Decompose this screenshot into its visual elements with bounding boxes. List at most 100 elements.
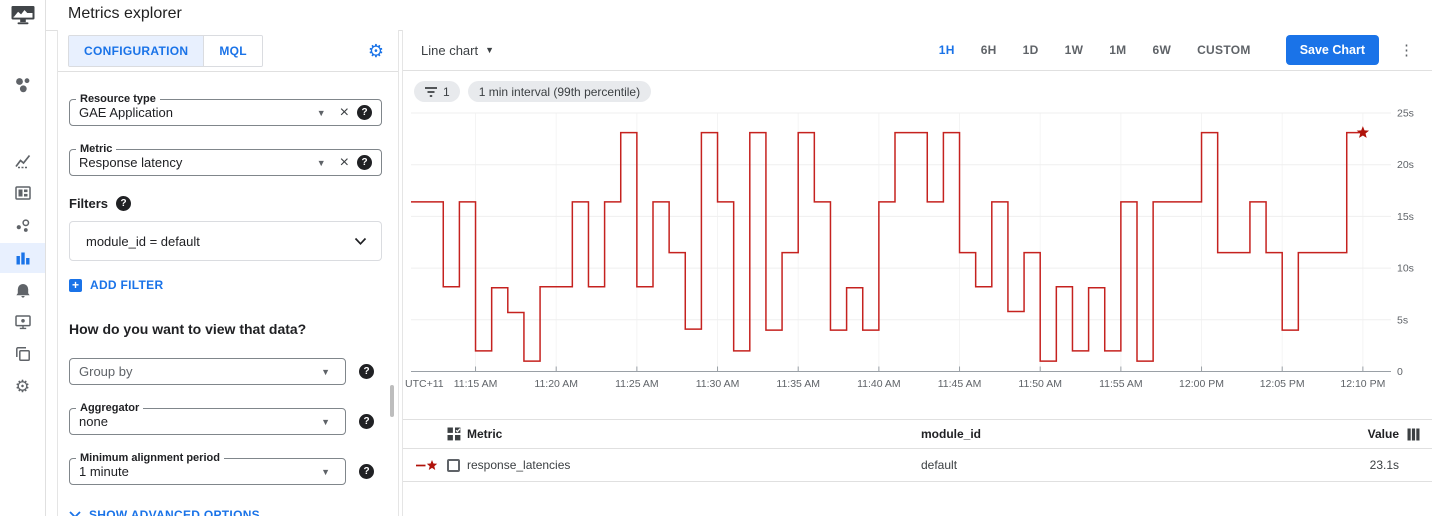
svg-text:11:55 AM: 11:55 AM [1099,378,1143,390]
dropdown-arrow-icon: ▼ [485,45,495,55]
nav-item-services[interactable] [0,339,45,369]
group-by-field[interactable]: Group by ▼ [69,358,346,385]
time-range-1w[interactable]: 1W [1052,37,1097,63]
chart-type-dropdown[interactable]: Line chart ▼ [421,43,494,58]
svg-text:11:25 AM: 11:25 AM [615,378,659,390]
series-table-row[interactable]: response_latencies default 23.1s [403,449,1432,482]
min-alignment-help-icon[interactable]: ? [359,464,374,479]
filter-count: 1 [443,84,450,99]
metric-field[interactable]: Metric Response latency ▼ × ? [69,143,382,176]
svg-text:10s: 10s [1397,263,1414,275]
add-filter-label: ADD FILTER [90,278,164,292]
save-chart-button[interactable]: Save Chart [1285,35,1379,65]
dropdown-arrow-icon[interactable]: ▼ [321,416,330,427]
interval-chip[interactable]: 1 min interval (99th percentile) [467,81,652,102]
filter-expression: module_id = default [86,233,200,249]
config-panel-header: CONFIGURATION MQL ⚙︎ [58,30,398,72]
dropdown-arrow-icon[interactable]: ▼ [316,107,326,118]
clear-resource-icon[interactable]: × [339,103,349,121]
show-advanced-options-button[interactable]: SHOW ADVANCED OPTIONS [69,508,398,516]
svg-text:11:30 AM: 11:30 AM [696,378,740,390]
dots-cluster-icon [16,78,30,93]
chart-panel: Line chart ▼ 1H 6H 1D 1W 1M 6W CUSTOM Save Cha… [402,30,1432,516]
svg-text:11:45 AM: 11:45 AM [938,378,982,390]
svg-text:5s: 5s [1397,314,1408,326]
config-scrollbar-thumb[interactable] [390,385,394,417]
time-range-1h[interactable]: 1H [926,37,968,63]
time-range-custom[interactable]: CUSTOM [1184,37,1264,63]
config-panel: CONFIGURATION MQL ⚙︎ Resource type GAE A… [57,30,399,516]
svg-text:11:35 AM: 11:35 AM [776,378,820,390]
series-checkbox[interactable] [447,458,460,472]
metric-label: Metric [76,143,117,155]
groups-dots-icon [16,219,29,232]
tab-configuration[interactable]: CONFIGURATION [69,35,204,66]
time-range-selector: 1H 6H 1D 1W 1M 6W CUSTOM [926,37,1264,63]
clear-metric-icon[interactable]: × [339,153,349,171]
svg-text:20s: 20s [1397,159,1414,171]
left-nav-rail: ⚙︎ [0,30,45,516]
chevron-down-icon [69,511,81,516]
series-table-header: Metric module_id Value [403,420,1432,449]
time-range-6h[interactable]: 6H [968,37,1010,63]
nav-item-alerting[interactable] [0,275,45,305]
dropdown-arrow-icon[interactable]: ▼ [316,157,326,168]
nav-item-settings[interactable]: ⚙︎ [0,371,45,401]
svg-text:11:50 AM: 11:50 AM [1018,378,1062,390]
col-header-metric: Metric [467,427,503,441]
filters-help-icon[interactable]: ? [116,196,132,211]
svg-text:0: 0 [1397,366,1403,378]
min-alignment-field[interactable]: Minimum alignment period 1 minute ▼ [69,452,346,485]
dropdown-arrow-icon[interactable]: ▼ [321,466,330,477]
tab-mql[interactable]: MQL [203,35,262,66]
svg-text:12:05 PM: 12:05 PM [1260,378,1305,390]
time-range-6w[interactable]: 6W [1139,37,1184,63]
nav-item-metrics[interactable] [0,146,45,176]
nav-item-groups[interactable] [0,211,45,241]
resource-type-value: GAE Application [79,105,173,120]
chart-settings-gear-icon[interactable]: ⚙︎ [367,40,384,61]
view-data-question: How do you want to view that data? [69,321,307,337]
group-by-help-icon[interactable]: ? [359,364,374,379]
series-table: Metric module_id Value [403,419,1432,482]
bell-icon [15,284,30,298]
plus-icon: + [69,278,82,292]
svg-text:15s: 15s [1397,211,1414,223]
filter-count-chip[interactable]: 1 [414,81,460,102]
time-range-1d[interactable]: 1D [1010,37,1052,63]
latency-line-chart: 11:15 AM 11:20 AM 11:25 AM 11:30 AM 11:35 AM… [405,108,1414,391]
resource-help-icon[interactable]: ? [357,105,372,120]
time-range-1m[interactable]: 1M [1096,37,1139,63]
chart-toolbar: Line chart ▼ 1H 6H 1D 1W 1M 6W CUSTOM Save Cha… [403,30,1432,71]
series-name: response_latencies [467,458,571,472]
svg-text:12:10 PM: 12:10 PM [1340,378,1385,390]
config-tabs: CONFIGURATION MQL [68,34,263,67]
uptime-monitor-icon [14,315,31,330]
svg-text:11:40 AM: 11:40 AM [857,378,901,390]
nav-item-dashboards[interactable] [0,178,45,208]
nav-item-uptime-checks[interactable] [0,307,45,337]
copy-layers-icon [15,347,30,361]
svg-text:11:20 AM: 11:20 AM [534,378,578,390]
rail-divider [45,0,46,516]
series-value: 23.1s [1369,458,1399,472]
nav-item-metrics-explorer[interactable] [0,243,45,273]
svg-text:25s: 25s [1397,108,1414,120]
aggregator-help-icon[interactable]: ? [359,414,374,429]
toggle-all-series-icon[interactable] [447,427,461,441]
columns-icon[interactable] [1407,428,1420,441]
metric-help-icon[interactable]: ? [357,155,372,170]
more-options-icon[interactable]: ⋮ [1399,42,1414,59]
dropdown-arrow-icon[interactable]: ▼ [321,366,330,377]
aggregator-value: none [79,414,108,429]
aggregator-field[interactable]: Aggregator none ▼ [69,402,346,435]
filter-row-module-id[interactable]: module_id = default [69,221,382,261]
monitoring-logo-icon [10,4,36,26]
nav-item-overview[interactable] [0,70,45,100]
resource-type-field[interactable]: Resource type GAE Application ▼ × ? [69,93,382,126]
add-filter-button[interactable]: + ADD FILTER [69,278,398,292]
page-title: Metrics explorer [68,5,182,22]
chips-row: 1 1 min interval (99th percentile) [414,81,1432,102]
aggregator-label: Aggregator [76,402,144,414]
group-by-placeholder: Group by [79,364,133,379]
